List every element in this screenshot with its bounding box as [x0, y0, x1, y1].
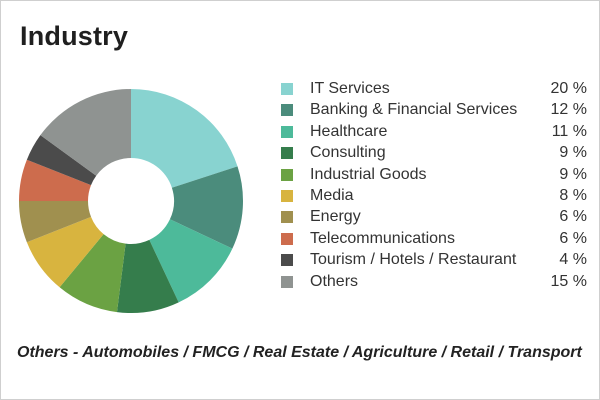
legend-swatch: [281, 83, 293, 95]
legend-swatch: [281, 169, 293, 181]
chart-legend: IT Services 20 % Banking & Financial Servi…: [281, 78, 591, 292]
legend-value: 12 %: [551, 99, 587, 120]
legend-label: Media: [310, 185, 354, 206]
legend-value: 11 %: [552, 121, 587, 142]
donut-chart: [18, 88, 244, 314]
legend-label: Others: [310, 271, 358, 292]
legend-label: IT Services: [310, 78, 390, 99]
legend-item-consulting: Consulting 9 %: [281, 142, 591, 163]
legend-item-telecommunications: Telecommunications 6 %: [281, 228, 591, 249]
legend-label: Industrial Goods: [310, 164, 427, 185]
legend-item-tourism-hotels-restaurant: Tourism / Hotels / Restaurant 4 %: [281, 249, 591, 270]
legend-swatch: [281, 190, 293, 202]
legend-item-media: Media 8 %: [281, 185, 591, 206]
legend-value: 4 %: [559, 249, 587, 270]
legend-label: Tourism / Hotels / Restaurant: [310, 249, 516, 270]
legend-label: Banking & Financial Services: [310, 99, 517, 120]
legend-value: 15 %: [551, 271, 587, 292]
legend-swatch: [281, 254, 293, 266]
legend-swatch: [281, 211, 293, 223]
chart-title: Industry: [20, 21, 128, 52]
legend-swatch: [281, 126, 293, 138]
others-footnote: Others - Automobiles / FMCG / Real Estat…: [17, 344, 582, 362]
legend-swatch: [281, 276, 293, 288]
legend-item-healthcare: Healthcare 11 %: [281, 121, 591, 142]
legend-item-energy: Energy 6 %: [281, 206, 591, 227]
legend-swatch: [281, 147, 293, 159]
legend-value: 6 %: [559, 206, 587, 227]
legend-item-banking-financial-services: Banking & Financial Services 12 %: [281, 99, 591, 120]
legend-value: 9 %: [559, 164, 587, 185]
legend-item-others: Others 15 %: [281, 271, 591, 292]
legend-swatch: [281, 104, 293, 116]
legend-item-industrial-goods: Industrial Goods 9 %: [281, 164, 591, 185]
legend-value: 6 %: [559, 228, 587, 249]
legend-value: 20 %: [551, 78, 587, 99]
legend-value: 8 %: [559, 185, 587, 206]
legend-label: Healthcare: [310, 121, 387, 142]
legend-label: Energy: [310, 206, 361, 227]
legend-label: Consulting: [310, 142, 386, 163]
legend-swatch: [281, 233, 293, 245]
legend-item-it-services: IT Services 20 %: [281, 78, 591, 99]
legend-label: Telecommunications: [310, 228, 455, 249]
legend-value: 9 %: [559, 142, 587, 163]
